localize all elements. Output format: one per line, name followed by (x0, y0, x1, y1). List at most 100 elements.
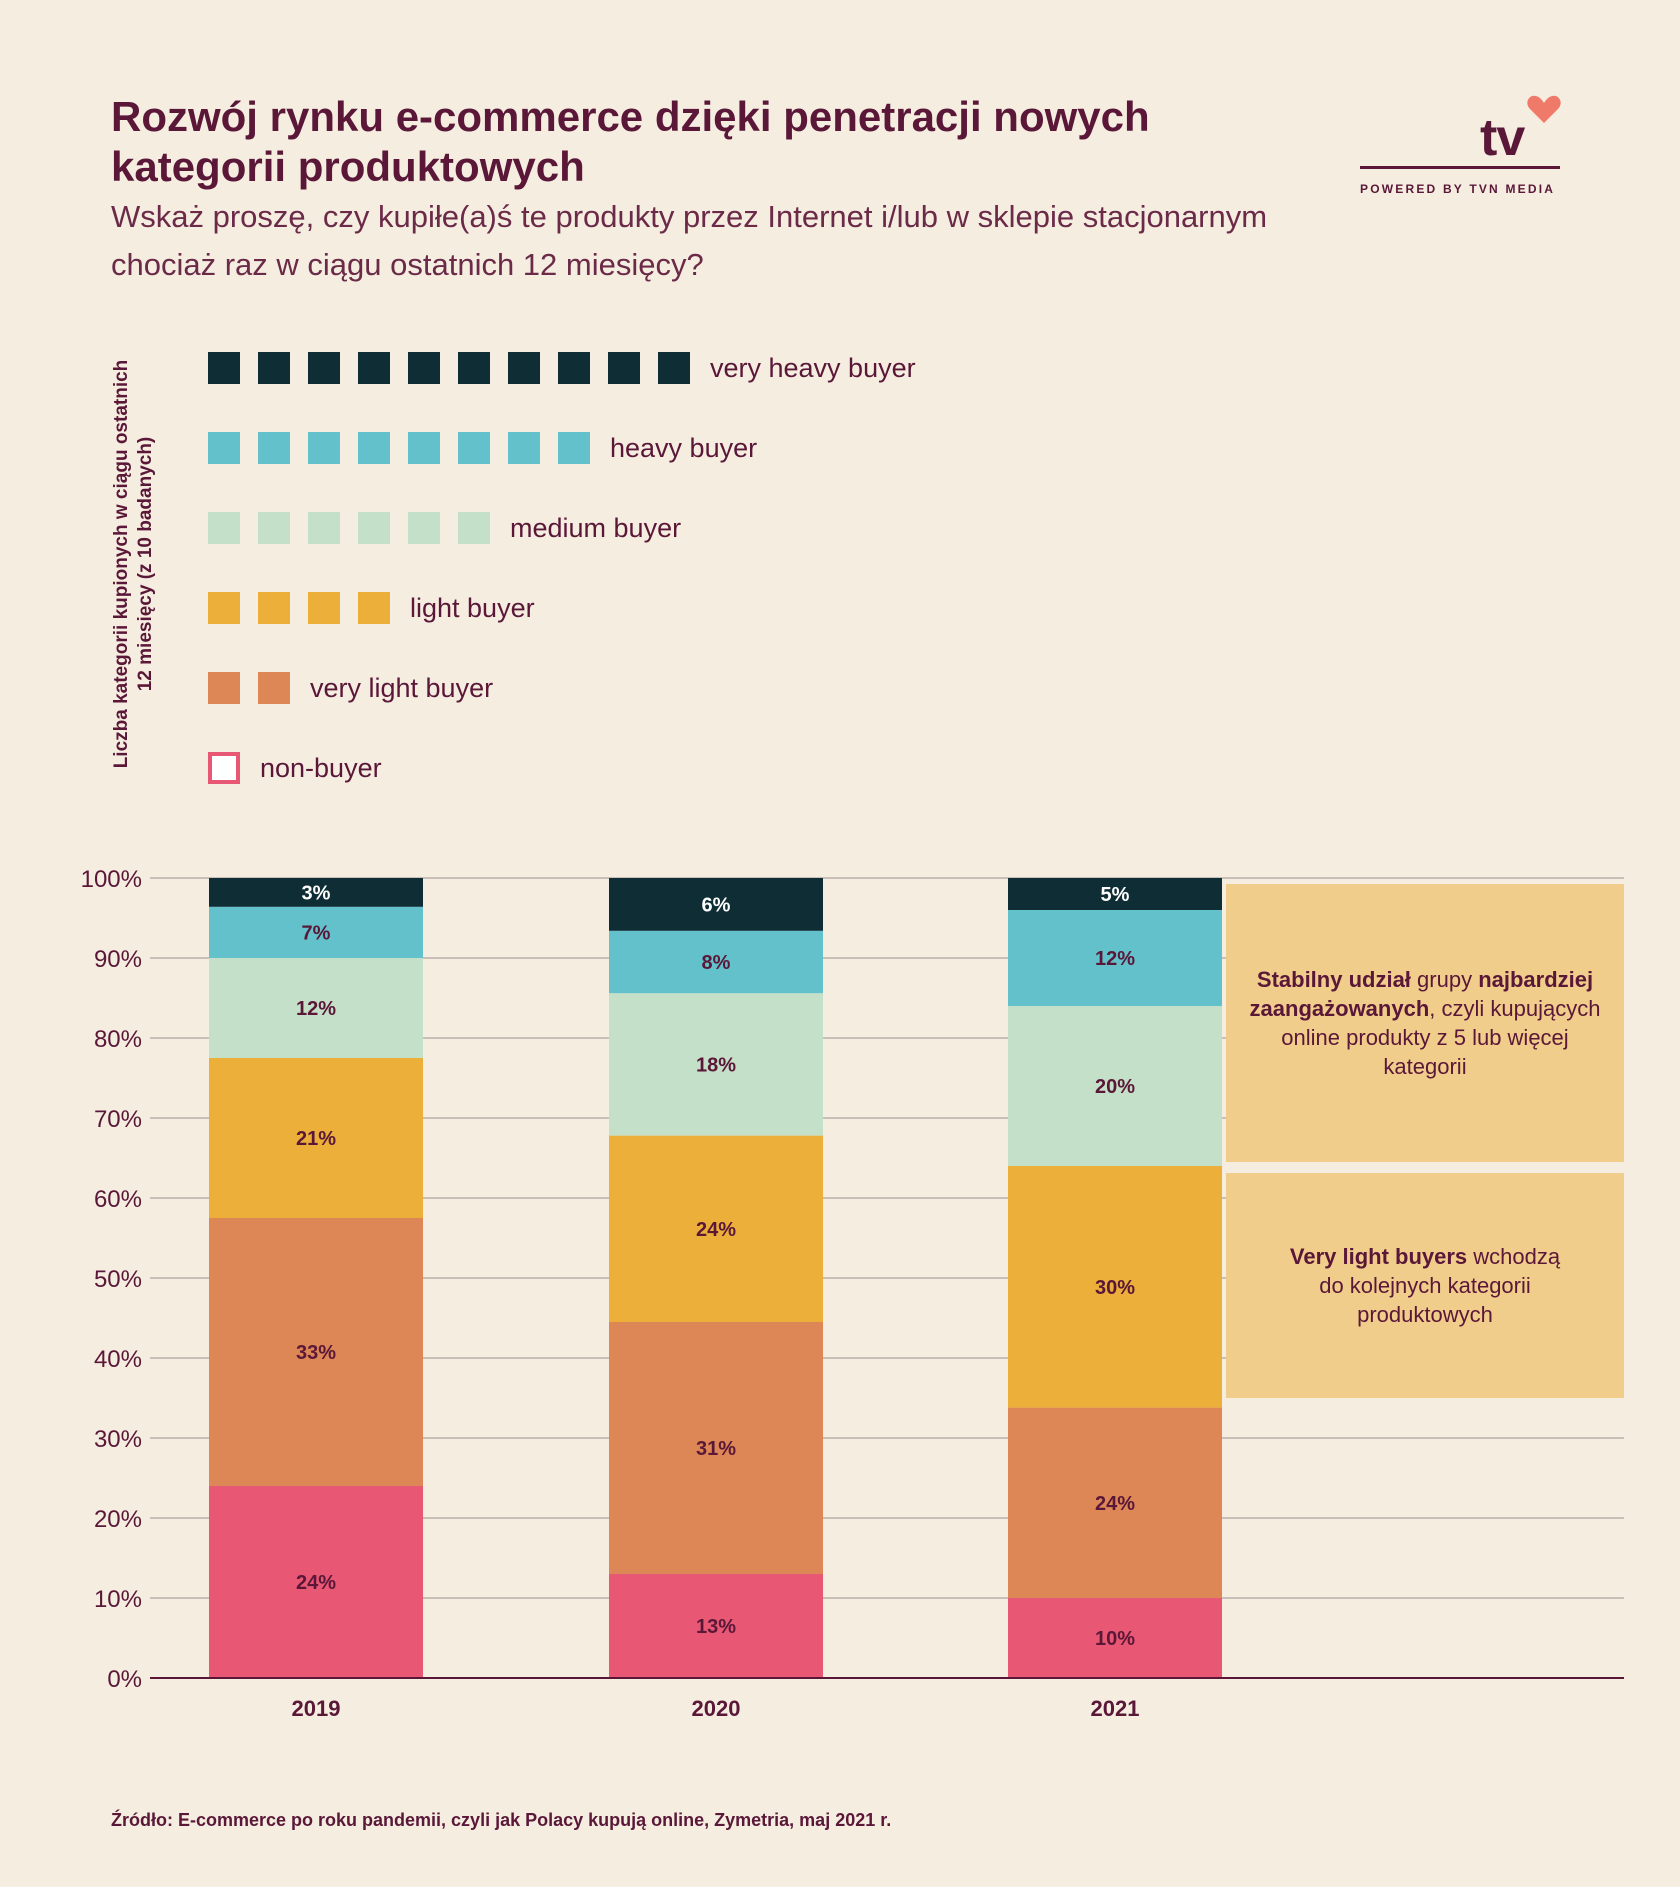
bar-segment-heavy-buyer-2021 (1008, 910, 1222, 1006)
legend-squares (208, 512, 490, 544)
legend-square (558, 352, 590, 384)
legend-square (458, 432, 490, 464)
y-tick-label: 10% (94, 1586, 142, 1613)
legend-axis-label: Liczba kategorii kupionych w ciągu ostat… (111, 359, 156, 769)
logo-divider (1360, 166, 1560, 169)
legend-square (458, 512, 490, 544)
data-label: 6% (702, 894, 731, 916)
legend-square (408, 352, 440, 384)
data-label: 8% (702, 952, 731, 974)
bar-segment-medium-buyer-2020 (609, 993, 823, 1136)
legend-square (208, 752, 240, 784)
stacked-bar-chart: 0% 10% 20% 30% 40% 50% 60% 70% 80% 90% 100% 24% 33% 2… (81, 866, 1624, 1721)
legend-square (308, 432, 340, 464)
data-label: 31% (696, 1438, 736, 1460)
y-tick-label: 80% (94, 1026, 142, 1053)
data-label: 12% (296, 998, 336, 1020)
data-label: 24% (696, 1219, 736, 1241)
y-tick-label: 70% (94, 1106, 142, 1133)
y-tick-label: 0% (107, 1666, 142, 1693)
y-tick-label: 20% (94, 1506, 142, 1533)
legend-square (308, 592, 340, 624)
legend-squares (208, 352, 690, 384)
bar-segment-light-buyer-2021 (1008, 1166, 1222, 1408)
legend-square (258, 512, 290, 544)
data-label: 10% (1095, 1628, 1135, 1650)
bar-segment-medium-buyer-2019 (209, 958, 423, 1058)
legend-square (208, 592, 240, 624)
legend-square (358, 592, 390, 624)
legend-item-medium-buyer: medium buyer (208, 508, 681, 548)
legend-label: medium buyer (510, 512, 682, 543)
source-note: Źródło: E-commerce po roku pandemii, czy… (111, 1810, 892, 1830)
legend-square (208, 512, 240, 544)
legend-square (508, 432, 540, 464)
bar-segment-medium-buyer-2021 (1008, 1006, 1222, 1166)
legend-square (358, 432, 390, 464)
legend-square (408, 432, 440, 464)
legend-square (258, 432, 290, 464)
data-label: 3% (302, 882, 331, 904)
y-tick-label: 90% (94, 946, 142, 973)
data-label: 5% (1101, 884, 1130, 906)
bar-segment-very-light-buyer-2021 (1008, 1407, 1222, 1598)
y-tick-label: 60% (94, 1186, 142, 1213)
y-tick-label: 50% (94, 1266, 142, 1293)
legend-square (308, 352, 340, 384)
data-label: 30% (1095, 1277, 1135, 1299)
survey-question: Wskaż proszę, czy kupiłe(a)ś te produkty… (111, 199, 1268, 282)
legend-squares (208, 672, 290, 704)
legend-square (308, 512, 340, 544)
legend-square (358, 512, 390, 544)
legend-item-very-heavy-buyer: very heavy buyer (208, 348, 916, 388)
data-label: 18% (696, 1054, 736, 1076)
legend-label: non-buyer (260, 752, 382, 783)
bar-segment-non-buyer-2021 (1008, 1598, 1222, 1678)
legend-square (508, 352, 540, 384)
legend-item-heavy-buyer: heavy buyer (208, 428, 757, 468)
legend-item-very-light-buyer: very light buyer (208, 668, 493, 708)
legend-square (358, 352, 390, 384)
note-engaged-text2: , czyli kupujących online produkty z 5 l… (1281, 996, 1601, 1079)
data-label: 24% (1095, 1493, 1135, 1515)
data-label: 24% (296, 1572, 336, 1594)
bar-segment-very-heavy-buyer-2021 (1008, 878, 1222, 910)
legend-item-non-buyer: non-buyer (208, 748, 382, 788)
data-label: 12% (1095, 948, 1135, 970)
x-tick-label: 2019 (292, 1696, 341, 1721)
data-label: 13% (696, 1616, 736, 1638)
bar-segment-non-buyer-2019 (209, 1486, 423, 1678)
bar-segment-light-buyer-2019 (209, 1058, 423, 1218)
data-label: 21% (296, 1128, 336, 1150)
bar-segment-heavy-buyer-2020 (609, 930, 823, 994)
y-tick-label: 30% (94, 1426, 142, 1453)
legend-squares (208, 592, 390, 624)
legend-item-light-buyer: light buyer (208, 588, 535, 628)
legend-square (658, 352, 690, 384)
note-very-light: Very light buyers wchodzą do kolejnych k… (1226, 1173, 1624, 1398)
legend-square (608, 352, 640, 384)
x-tick-label: 2021 (1091, 1696, 1140, 1721)
legend-square (208, 432, 240, 464)
data-label: 33% (296, 1342, 336, 1364)
legend-label: light buyer (410, 592, 535, 623)
bar-segment-heavy-buyer-2019 (209, 906, 423, 958)
x-tick-label: 2020 (692, 1696, 741, 1721)
data-label: 20% (1095, 1076, 1135, 1098)
logo-subtitle: POWERED BY TVN MEDIA (1360, 182, 1556, 196)
legend-label: heavy buyer (610, 432, 758, 463)
bar-segment-very-light-buyer-2020 (609, 1322, 823, 1574)
bar-segment-very-heavy-buyer-2020 (609, 878, 823, 931)
legend-square (208, 672, 240, 704)
legend-square (258, 592, 290, 624)
note-very-light-text: wchodzą do kolejnych kategorii produktow… (1319, 1244, 1561, 1327)
note-very-light-bold: Very light buyers (1289, 1244, 1468, 1269)
note-engaged-text1: grupy (1410, 967, 1479, 992)
legend-square (408, 512, 440, 544)
legend-label: very light buyer (310, 672, 494, 703)
note-engaged-bold2: najbardziej zaangażowanych (1249, 967, 1594, 1021)
bar-segment-very-light-buyer-2019 (209, 1218, 423, 1486)
logo-text: tv (1480, 109, 1525, 167)
bar-segment-non-buyer-2020 (609, 1574, 823, 1678)
legend-squares (208, 432, 590, 464)
